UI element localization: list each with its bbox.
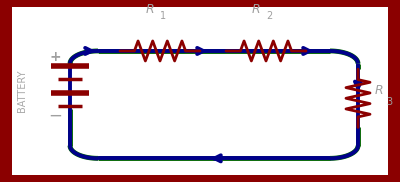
Text: BATTERY: BATTERY [17,70,27,112]
Text: 3: 3 [386,97,392,107]
Text: 1: 1 [160,11,166,21]
Text: +: + [49,50,61,64]
Text: 2: 2 [266,11,272,21]
FancyBboxPatch shape [12,7,388,175]
Text: $R$: $R$ [374,84,384,98]
Text: $R$: $R$ [145,3,155,16]
Text: $R$: $R$ [251,3,261,16]
Text: −: − [48,107,62,124]
